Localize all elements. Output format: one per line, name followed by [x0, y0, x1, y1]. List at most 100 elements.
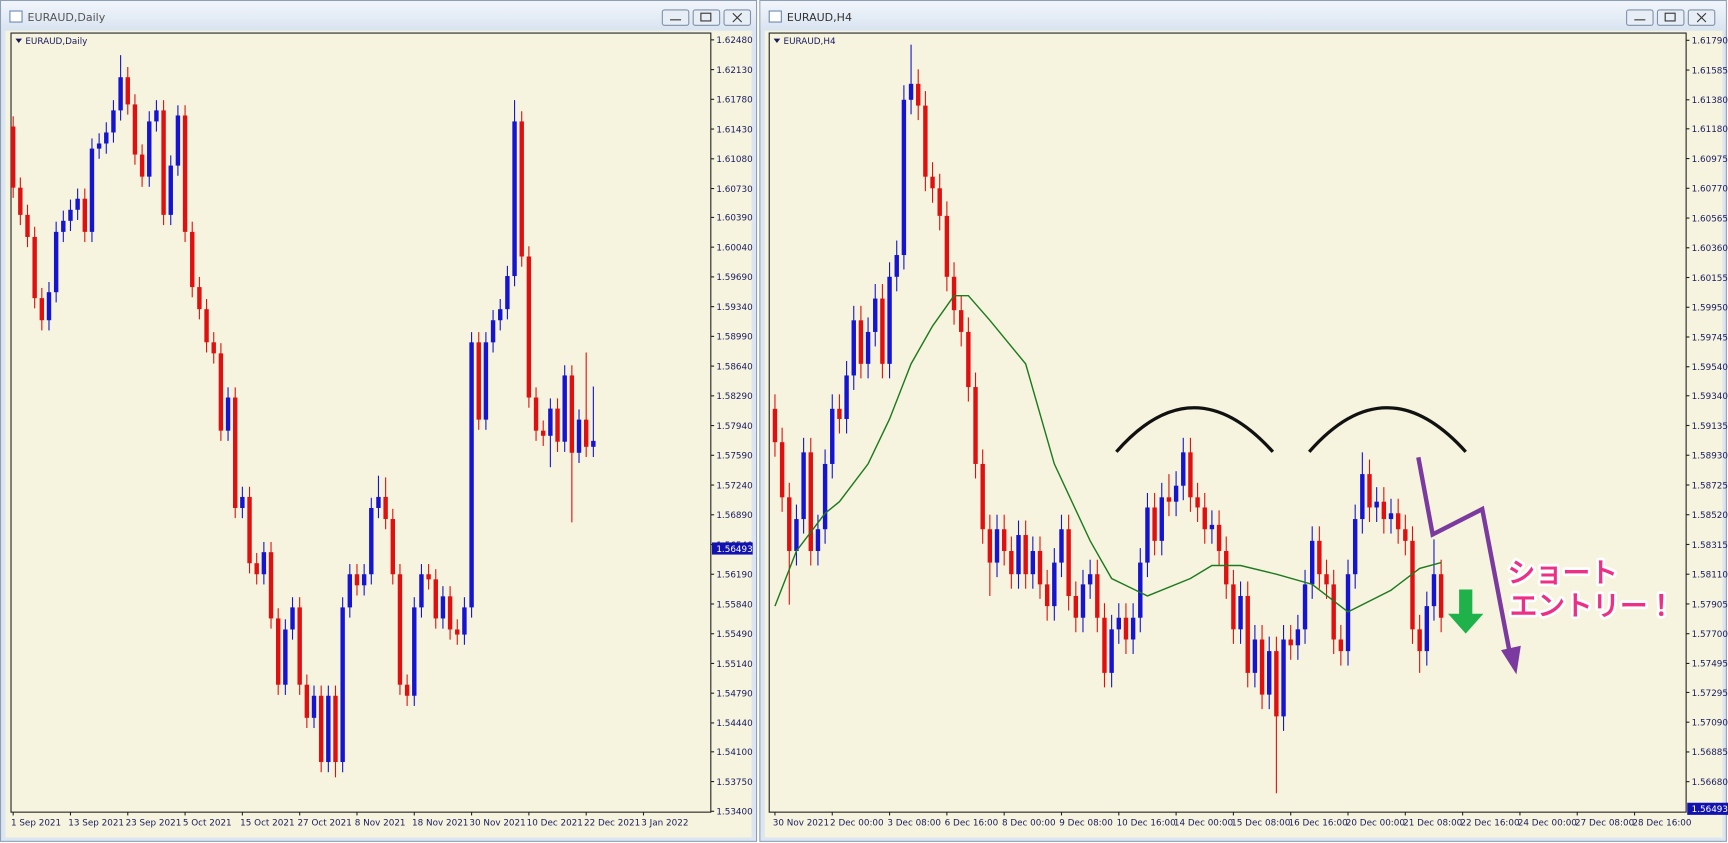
- y-tick-label: 1.58110: [1692, 571, 1728, 581]
- y-tick-label: 1.56680: [1692, 778, 1728, 788]
- chart-label: EURAUD,H4: [784, 37, 836, 47]
- y-tick-label: 1.53750: [716, 778, 753, 788]
- candle-body: [779, 442, 785, 498]
- candle-body: [483, 342, 489, 420]
- current-price-box: [711, 542, 753, 555]
- candle-body: [111, 110, 116, 133]
- candle-body: [1173, 485, 1179, 502]
- down-arrow: [1448, 589, 1484, 634]
- candle-body: [161, 110, 166, 215]
- candle-body: [1374, 501, 1379, 508]
- x-tick-label: 5 Oct 2021: [183, 818, 232, 828]
- y-tick-label: 1.56885: [1692, 748, 1728, 758]
- candle-body: [916, 83, 921, 106]
- candle-body: [830, 408, 835, 464]
- candle-body: [1267, 651, 1272, 695]
- candle-body: [794, 519, 799, 551]
- current-price-label: 1.56493: [716, 545, 752, 555]
- annotation-text: ショート: [1508, 557, 1618, 589]
- x-tick-label: 20 Dec 00:00: [1346, 818, 1406, 828]
- minimize-button[interactable]: [1626, 9, 1654, 26]
- candle-body: [1324, 574, 1329, 585]
- candle-body: [873, 298, 878, 332]
- candle-body: [218, 353, 224, 431]
- candle-body: [894, 255, 899, 277]
- y-tick-label: 1.60770: [1692, 185, 1728, 195]
- restore-button[interactable]: [1656, 9, 1685, 26]
- candle-body: [1288, 639, 1293, 646]
- candle-body: [1109, 629, 1114, 673]
- x-tick-label: 30 Nov 2021: [773, 818, 829, 828]
- candle-body: [1116, 617, 1121, 630]
- y-tick-label: 1.60040: [716, 243, 753, 253]
- candle-body: [1403, 529, 1408, 541]
- candle-body: [1145, 507, 1150, 563]
- candle-body: [801, 452, 806, 520]
- candle-body: [1381, 501, 1387, 520]
- y-tick-label: 1.62480: [716, 36, 753, 46]
- y-tick-label: 1.57295: [1692, 689, 1728, 699]
- candle-body: [1052, 562, 1057, 607]
- candle-body: [1410, 540, 1415, 630]
- candle-body: [987, 529, 993, 563]
- candle-body: [772, 408, 778, 443]
- candle-body: [808, 452, 813, 551]
- y-tick-label: 1.58990: [716, 333, 753, 343]
- candle-body: [404, 684, 410, 696]
- candle-body: [1087, 574, 1093, 585]
- candle-body: [937, 188, 942, 216]
- candle-body: [340, 607, 345, 763]
- candle-body: [139, 154, 145, 177]
- y-tick-label: 1.59340: [716, 303, 753, 313]
- candle-body: [426, 574, 431, 580]
- y-tick-label: 1.60390: [716, 214, 753, 224]
- candle-body: [512, 121, 517, 277]
- x-tick-label: 23 Sep 2021: [126, 818, 182, 828]
- candle-body: [397, 574, 403, 685]
- candle-body: [1360, 474, 1365, 520]
- candle-body: [168, 165, 173, 215]
- candle-body: [469, 342, 474, 608]
- candle-body: [908, 83, 914, 100]
- y-tick-label: 1.61430: [716, 125, 753, 135]
- candle-body: [125, 77, 130, 105]
- candle-body: [1073, 595, 1079, 618]
- candle-body: [89, 148, 95, 232]
- label-marker: [15, 38, 23, 43]
- minimize-button[interactable]: [661, 9, 690, 26]
- candle-body: [591, 440, 596, 447]
- candle-body: [1009, 550, 1014, 575]
- candle-body: [1424, 606, 1430, 652]
- window-title: EURAUD,H4: [787, 11, 852, 24]
- candle-body: [455, 629, 460, 635]
- candle-body: [1195, 497, 1200, 508]
- y-tick-label: 1.55140: [716, 660, 753, 670]
- candle-body: [147, 121, 152, 177]
- x-tick-label: 10 Dec 2021: [527, 818, 583, 828]
- y-tick-label: 1.60565: [1692, 214, 1728, 224]
- candle-body: [1352, 519, 1358, 575]
- candle-body: [1181, 452, 1186, 486]
- candle-body: [275, 618, 281, 685]
- x-tick-label: 10 Dec 16:00: [1117, 818, 1177, 828]
- candle-body: [290, 607, 295, 630]
- candle-body: [951, 276, 957, 311]
- y-tick-label: 1.58725: [1692, 481, 1728, 491]
- candle-body: [68, 209, 73, 221]
- candle-body: [815, 529, 821, 551]
- candle-body: [1059, 529, 1064, 563]
- y-tick-label: 1.57905: [1692, 600, 1728, 610]
- candle-body: [1309, 540, 1315, 585]
- candle-body: [53, 231, 59, 293]
- candle-body: [880, 298, 885, 364]
- y-tick-label: 1.59950: [1692, 304, 1728, 314]
- candle-body: [1367, 474, 1372, 508]
- y-tick-label: 1.59340: [1692, 392, 1728, 402]
- restore-button[interactable]: [692, 9, 721, 26]
- candle-body: [1188, 452, 1193, 498]
- candle-body: [39, 298, 45, 321]
- candle-body: [476, 342, 481, 420]
- y-tick-label: 1.61790: [1692, 37, 1728, 47]
- candle-body: [433, 579, 438, 619]
